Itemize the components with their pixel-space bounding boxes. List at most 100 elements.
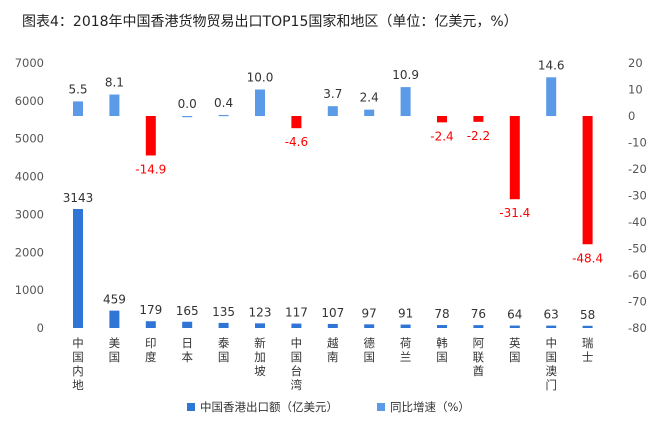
growth-bar	[400, 87, 411, 116]
left-axis-tick: 3000	[15, 207, 44, 221]
value-labels: 3143 5.5 459 8.1 179 -14.9 165 0.0 135 0.4 123 10.0…	[63, 58, 603, 321]
export-value-label: 135	[212, 305, 235, 319]
export-bar	[546, 325, 557, 328]
right-axis-tick: 10	[628, 83, 643, 97]
legend-swatch-growth	[377, 403, 385, 411]
category-label: 中国澳门	[545, 336, 557, 392]
right-axis: -80 -70 -60 -50 -40 -30 -20 -10 0 10 20	[628, 56, 647, 335]
growth-value-label: -48.4	[572, 251, 603, 265]
export-bar	[509, 325, 520, 328]
growth-value-label: -31.4	[499, 206, 530, 220]
growth-value-label: -4.6	[285, 135, 308, 149]
category-label: 英国	[509, 336, 521, 364]
growth-bar	[218, 114, 229, 117]
growth-bar	[582, 116, 593, 245]
left-axis: 0 1000 2000 3000 4000 5000 6000 7000	[15, 56, 44, 335]
category-label: 中国内地	[72, 336, 84, 392]
left-axis-tick: 0	[37, 321, 44, 335]
export-bar	[364, 324, 375, 328]
export-bar	[182, 321, 193, 328]
category-label: 泰国	[218, 336, 230, 364]
growth-bar	[73, 101, 83, 116]
chart-title: 图表4：2018年中国香港货物贸易出口TOP15国家和地区（单位：亿美元，%）	[22, 13, 518, 30]
right-axis-tick: 20	[628, 56, 643, 70]
export-value-label: 58	[580, 308, 595, 322]
right-axis-tick: -70	[628, 295, 647, 309]
growth-value-label: 10.0	[247, 71, 274, 85]
left-axis-tick: 4000	[15, 170, 44, 184]
right-axis-tick: -60	[628, 268, 647, 282]
growth-bar	[473, 116, 484, 122]
right-axis-tick: -20	[628, 162, 647, 176]
growth-bar	[182, 116, 193, 118]
export-value-label: 76	[471, 307, 486, 321]
export-value-label: 64	[507, 308, 522, 322]
growth-value-label: 5.5	[68, 82, 87, 96]
export-bar	[255, 323, 265, 328]
export-bar	[400, 324, 411, 328]
legend-label-growth: 同比增速（%）	[390, 400, 470, 414]
right-axis-tick: -10	[628, 136, 647, 150]
export-value-label: 91	[398, 307, 413, 321]
export-value-label: 179	[139, 303, 162, 317]
export-value-label: 123	[249, 305, 272, 319]
legend-label-export: 中国香港出口额（亿美元）	[200, 400, 338, 414]
category-label: 中国台湾	[291, 336, 303, 392]
growth-bar	[109, 94, 120, 116]
legend-swatch-export	[187, 403, 195, 411]
export-value-label: 107	[321, 306, 344, 320]
export-bars	[73, 209, 593, 328]
export-bar	[109, 310, 120, 328]
category-label: 荷兰	[400, 336, 412, 364]
export-bar	[437, 325, 447, 328]
export-bar	[145, 321, 156, 328]
right-axis-tick: -80	[628, 321, 647, 335]
growth-value-label: 0.0	[178, 97, 197, 111]
left-axis-tick: 5000	[15, 132, 44, 146]
right-axis-tick: 0	[628, 109, 635, 123]
growth-bar	[291, 116, 302, 129]
growth-bar	[437, 116, 447, 123]
export-bar	[291, 323, 302, 328]
export-value-label: 3143	[63, 191, 94, 205]
export-value-label: 117	[285, 306, 308, 320]
category-label: 新加坡	[254, 336, 266, 378]
export-bar	[327, 323, 338, 328]
category-label: 越南	[327, 336, 339, 364]
export-value-label: 165	[176, 304, 199, 318]
left-axis-tick: 2000	[15, 245, 44, 259]
right-axis-tick: -50	[628, 242, 647, 256]
category-label: 美国	[109, 336, 121, 364]
right-axis-tick: -30	[628, 189, 647, 203]
legend: 中国香港出口额（亿美元） 同比增速（%）	[187, 400, 470, 414]
growth-bars	[73, 77, 593, 245]
export-bar	[218, 322, 229, 328]
category-label: 日本	[181, 336, 193, 364]
right-axis-tick: -40	[628, 215, 647, 229]
category-label: 德国	[363, 336, 375, 364]
export-value-label: 459	[103, 293, 126, 307]
growth-value-label: -14.9	[135, 162, 166, 176]
left-axis-tick: 6000	[15, 94, 44, 108]
growth-value-label: 2.4	[360, 91, 379, 105]
growth-bar	[364, 109, 375, 116]
export-bar	[582, 325, 593, 328]
growth-value-label: -2.4	[430, 129, 453, 143]
growth-value-label: 10.9	[392, 68, 419, 82]
growth-value-label: 0.4	[214, 96, 233, 110]
growth-value-label: 3.7	[323, 87, 342, 101]
category-label: 瑞士	[582, 336, 594, 364]
export-bar	[473, 325, 484, 328]
growth-value-label: -2.2	[467, 129, 490, 143]
growth-value-label: 14.6	[538, 58, 565, 72]
category-label: 印度	[145, 336, 157, 364]
left-axis-tick: 1000	[15, 283, 44, 297]
growth-bar	[546, 77, 557, 116]
growth-bar	[255, 89, 265, 116]
category-label: 韩国	[436, 336, 448, 364]
growth-value-label: 8.1	[105, 76, 124, 90]
export-value-label: 63	[544, 308, 559, 322]
growth-bar	[145, 116, 156, 156]
